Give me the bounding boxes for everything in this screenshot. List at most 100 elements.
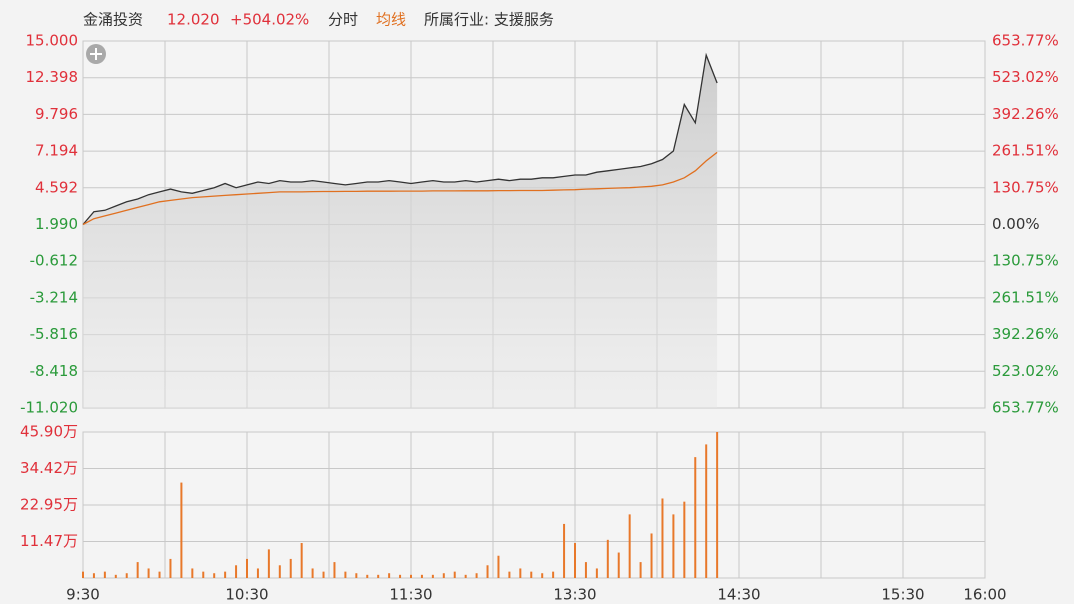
y-tick-label: 4.592 [35,178,78,196]
y2-tick-label: 653.77% [992,32,1059,50]
industry: 所属行业: 支援服务 [424,11,554,29]
price-line [82,52,718,225]
volume-bar [661,498,664,578]
volume-bar [224,571,227,578]
volume-bar [453,571,456,578]
volume-bar [333,562,336,578]
x-tick-label: 11:30 [389,586,432,604]
volume-bar [497,555,500,578]
legend-average-line: 均线 [376,11,406,29]
plot-layer: 9:30 10:30 11:30 13:30 14:30 15:30 16:00 15.000… [20,32,1059,604]
volume-bar [278,565,281,578]
volume-bar [672,514,675,578]
legend-price-line: 分时 [328,11,358,29]
volume-bar [606,539,609,578]
volume-bar [300,543,303,578]
volume-bar [410,574,412,578]
volume-bar [683,501,686,578]
y2-tick-label: 261.51% [992,288,1059,306]
x-tick-label: 15:30 [881,586,924,604]
volume-bar [705,444,708,578]
y-tick-label: 11.47万 [20,532,78,550]
volume-bar [552,571,555,578]
volume-bar [563,523,566,578]
volume-bar [235,565,238,578]
volume-bar [650,533,653,578]
y2-tick-label: 523.02% [992,68,1059,86]
price-area [83,55,718,408]
volume-bar [431,574,434,578]
x-tick-label: 10:30 [225,586,268,604]
y2-tick-label: 261.51% [992,142,1059,160]
volume-bar [147,568,150,578]
y-tick-label: 12.398 [26,68,79,86]
volume-bar [694,457,697,578]
volume-bar [103,571,106,578]
volume-bar [595,568,598,578]
y-tick-label: 45.90万 [20,423,78,441]
volume-bar [213,573,216,578]
volume-bar [475,573,478,578]
volume-bar [191,568,194,578]
y2-tick-label: 653.77% [992,399,1059,417]
volume-bar [256,568,259,578]
y2-tick-label: 0.00% [992,215,1040,233]
y-tick-label: 15.000 [26,32,79,50]
volume-bar [377,574,380,578]
volume-bar [344,571,347,578]
volume-bar [366,574,369,578]
volume-bar [92,573,95,578]
volume-bar [125,573,128,578]
volume-bar [202,571,205,578]
stock-change: +504.02% [230,11,309,29]
volume-bar [169,558,172,578]
add-button[interactable] [86,44,106,64]
volume-bar [322,571,325,578]
x-tick-label: 16:00 [963,586,1006,604]
volume-bar [464,574,467,578]
volume-bar [486,565,489,578]
y-tick-label: -3.214 [30,288,78,306]
volume-bar [158,571,161,578]
volume-bar [716,432,719,578]
volume-bar [442,573,445,578]
y-tick-label: -11.020 [20,399,78,417]
volume-bar [114,574,117,578]
volume-bar [311,568,314,578]
volume-bar [628,514,631,578]
volume-bar [584,562,587,578]
volume-bar [508,571,511,578]
volume-bar [530,571,533,578]
volume-bar [180,482,183,578]
y-tick-label: 34.42万 [20,459,78,477]
y-tick-label: 7.194 [35,142,78,160]
volume-bar [136,562,139,578]
y-tick-label: -8.418 [30,362,78,380]
y2-tick-label: 523.02% [992,362,1059,380]
y-tick-label: -0.612 [30,252,78,270]
volume-bar [355,573,358,578]
volume-bar [617,552,620,578]
stock-name: 金涌投资 [83,11,143,29]
volume-bar [267,549,270,578]
volume-bar [82,571,84,578]
volume-bar [399,574,402,578]
x-tick-label: 13:30 [553,586,596,604]
y2-tick-label: 130.75% [992,178,1059,196]
y2-tick-label: 392.26% [992,105,1059,123]
volume-bar [541,573,544,578]
y2-tick-label: 130.75% [992,252,1059,270]
volume-bar [519,568,522,578]
average-line [82,151,718,226]
y-tick-label: -5.816 [30,325,78,343]
y-tick-label: 22.95万 [20,496,78,514]
volume-bar [639,562,642,578]
stock-price: 12.020 [167,11,220,29]
y-tick-label: 9.796 [35,105,78,123]
volume-bar [388,573,391,578]
x-tick-label: 9:30 [66,586,100,604]
volume-bar [246,558,248,578]
volume-bar [420,574,423,578]
y2-tick-label: 392.26% [992,325,1059,343]
